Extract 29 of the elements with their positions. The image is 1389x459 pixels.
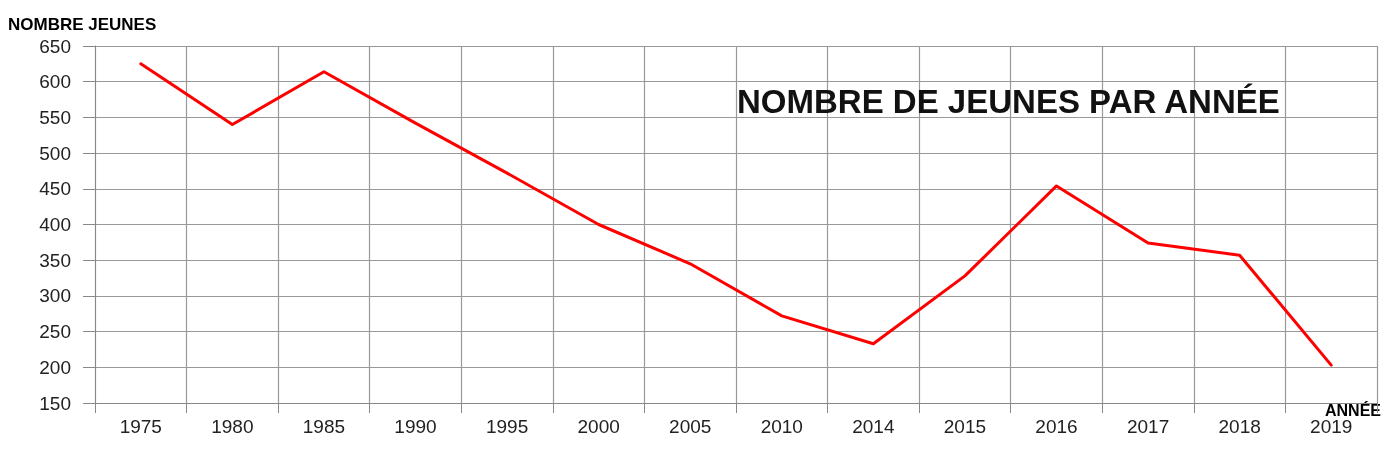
y-tick-label: 200 xyxy=(39,356,71,378)
y-tick-label: 450 xyxy=(39,178,71,200)
y-axis-title: NOMBRE JEUNES xyxy=(8,15,157,34)
y-tick-label: 400 xyxy=(39,214,71,235)
y-tick-label: 250 xyxy=(39,321,71,343)
y-tick-label: 150 xyxy=(39,392,71,414)
text: NOMBRE DE JEUNES PAR ANNÉE xyxy=(737,83,1280,120)
x-tick-label: 1985 xyxy=(302,416,346,437)
x-tick-label: 2000 xyxy=(577,416,620,437)
y-tick-label: 650 xyxy=(39,35,71,57)
x-tick-label: 2015 xyxy=(943,416,987,437)
x-tick-label: 2005 xyxy=(669,416,712,437)
x-tick-label: 2018 xyxy=(1218,416,1261,437)
x-tick-label: 2019 xyxy=(1310,416,1353,437)
x-axis-title: ANNÉE xyxy=(1324,400,1382,419)
x-tick-label: 2014 xyxy=(852,416,895,437)
line-series xyxy=(139,62,1333,367)
x-tick-label: 1990 xyxy=(394,416,437,437)
y-tick-label: 500 xyxy=(39,142,71,164)
x-tick-label: 1975 xyxy=(119,416,162,437)
y-tick-label: 300 xyxy=(39,285,71,307)
x-tick-label: 2010 xyxy=(760,416,803,437)
x-tick-label: 2017 xyxy=(1126,416,1170,437)
y-tick-label: 550 xyxy=(39,106,71,128)
y-tick-label: 600 xyxy=(39,71,71,93)
x-tick-label: 1980 xyxy=(211,416,254,437)
x-tick-label: 2016 xyxy=(1035,416,1078,437)
x-tick-label: 1995 xyxy=(485,416,529,437)
y-tick-label: 350 xyxy=(39,249,71,271)
